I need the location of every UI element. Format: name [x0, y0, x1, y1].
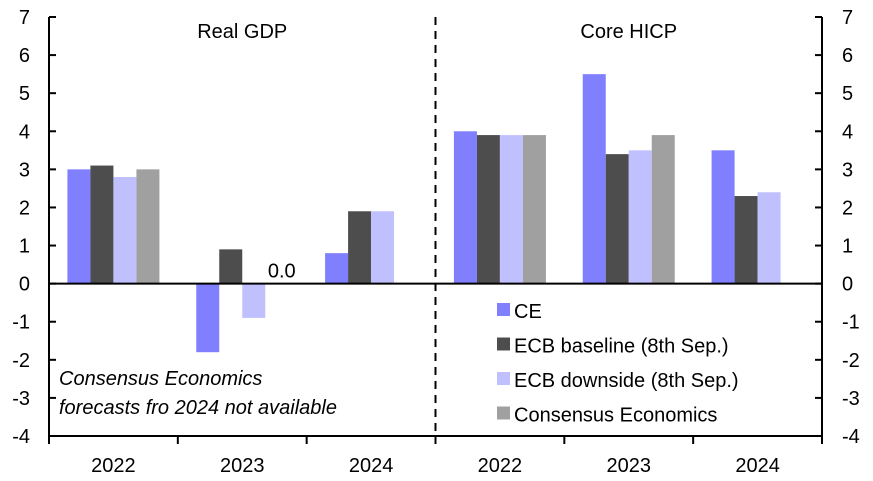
left-y-tick-label: 2 — [19, 197, 30, 219]
right-y-tick-label: -4 — [842, 426, 860, 448]
x-category-label: 2024 — [349, 455, 394, 477]
left-y-tick-label: 3 — [19, 159, 30, 181]
legend-label: CE — [514, 301, 542, 323]
bar-ecb-downside-8th-sep-2022 — [499, 135, 523, 284]
left-y-tick-label: 1 — [19, 236, 30, 258]
note-line-1: Consensus Economics — [59, 368, 262, 390]
left-y-tick-label: 0 — [19, 274, 30, 296]
right-y-tick-label: 6 — [842, 45, 853, 67]
bar-consensus-economics-2023 — [651, 135, 675, 284]
legend-label: Consensus Economics — [514, 405, 717, 427]
panel-title-core-hicp: Core HICP — [580, 21, 677, 43]
legend-swatch — [497, 406, 510, 420]
bar-ecb-downside-8th-sep-2023 — [628, 150, 652, 284]
legend-label: ECB downside (8th Sep.) — [514, 370, 739, 392]
bar-ecb-baseline-8th-sep-2022 — [90, 165, 114, 284]
labels-layer: 7 7 6 6 5 5 4 4 3 3 2 2 1 1 0 0 -1 -1 -2 -2 -3 -3 -4 -4 2022 2023… — [12, 7, 860, 477]
legend: CE ECB baseline (8th Sep.) ECB downside (8… — [497, 301, 739, 427]
right-y-tick-label: 7 — [842, 7, 853, 29]
bar-ce-2023 — [582, 74, 606, 284]
bar-ecb-downside-8th-sep-2022 — [113, 176, 137, 284]
x-category-label: 2022 — [478, 455, 523, 477]
bar-ecb-baseline-8th-sep-2024 — [734, 196, 758, 284]
bar-ce-2023 — [196, 283, 220, 353]
right-y-tick-label: 2 — [842, 197, 853, 219]
left-y-tick-label: -1 — [12, 312, 30, 334]
x-category-label: 2022 — [91, 455, 136, 477]
bar-ecb-baseline-8th-sep-2023 — [219, 249, 243, 284]
bars-layer — [67, 74, 781, 353]
right-y-tick-label: 5 — [842, 83, 853, 105]
x-category-label: 2024 — [735, 455, 780, 477]
bar-ce-2022 — [67, 169, 91, 284]
bar-ce-2024 — [711, 150, 735, 284]
bar-ecb-baseline-8th-sep-2022 — [476, 135, 500, 284]
right-y-tick-label: 0 — [842, 274, 853, 296]
ticks-layer — [48, 16, 823, 444]
panel-title-real-gdp: Real GDP — [197, 21, 287, 43]
x-category-label: 2023 — [220, 455, 265, 477]
right-y-tick-label: -1 — [842, 312, 860, 334]
x-category-label: 2023 — [607, 455, 652, 477]
left-y-tick-label: -4 — [12, 426, 30, 448]
right-y-tick-label: 1 — [842, 236, 853, 258]
right-y-tick-label: 4 — [842, 121, 853, 143]
legend-swatch — [497, 337, 510, 351]
right-y-tick-label: 3 — [842, 159, 853, 181]
bar-consensus-economics-2022 — [522, 135, 546, 284]
left-y-tick-label: 7 — [19, 7, 30, 29]
legend-swatch — [497, 303, 510, 316]
legend-swatch — [497, 372, 510, 385]
left-y-tick-label: 6 — [19, 45, 30, 67]
right-y-tick-label: -3 — [842, 388, 860, 410]
left-y-tick-label: 5 — [19, 83, 30, 105]
right-y-tick-label: -2 — [842, 350, 860, 372]
note-line-2: forecasts fro 2024 not available — [59, 397, 337, 419]
bar-ecb-baseline-8th-sep-2023 — [605, 154, 629, 284]
bar-ecb-downside-8th-sep-2024 — [757, 192, 781, 284]
legend-label: ECB baseline (8th Sep.) — [514, 336, 729, 358]
left-y-tick-label: -2 — [12, 350, 30, 372]
left-y-tick-label: -3 — [12, 388, 30, 410]
left-y-tick-label: 4 — [19, 121, 30, 143]
bar-ecb-baseline-8th-sep-2024 — [348, 211, 372, 284]
bar-ce-2024 — [325, 253, 349, 284]
data-label-annotation: 0.0 — [268, 261, 296, 283]
bar-ecb-downside-8th-sep-2024 — [371, 211, 395, 284]
bar-consensus-economics-2022 — [136, 169, 160, 284]
bar-ecb-downside-8th-sep-2023 — [242, 283, 266, 318]
bar-ce-2022 — [453, 131, 477, 284]
